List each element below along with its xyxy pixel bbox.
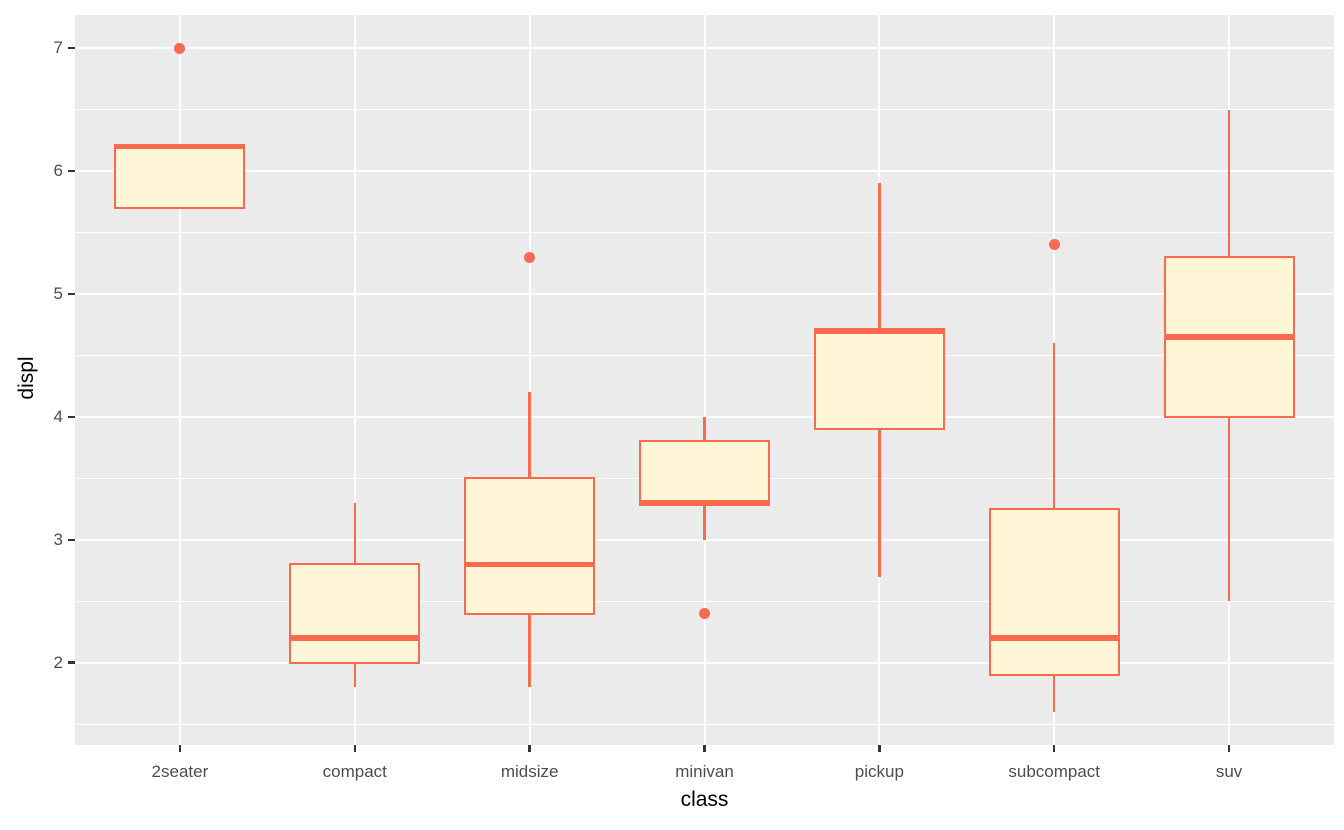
gridline-x-minivan <box>703 15 706 745</box>
whisker-lower-subcompact <box>1052 674 1056 712</box>
median-midsize <box>464 561 596 568</box>
median-minivan <box>639 500 770 506</box>
y-tick-mark <box>68 538 75 541</box>
whisker-lower-midsize <box>528 613 531 688</box>
y-tick-mark <box>68 46 75 50</box>
whisker-lower-suv <box>1227 416 1231 602</box>
whisker-lower-compact <box>353 662 357 688</box>
x-tick-label-pickup: pickup <box>854 762 904 781</box>
x-tick-label-subcompact: subcompact <box>1008 762 1101 781</box>
box-pickup <box>813 329 945 431</box>
outlier-dot-2seater <box>174 42 186 54</box>
x-tick-mark <box>528 745 531 752</box>
y-tick-mark <box>68 661 75 664</box>
y-tick-label: 5 <box>53 283 63 303</box>
outlier-dot-minivan <box>699 608 710 619</box>
x-tick-label-suv: suv <box>1215 762 1243 781</box>
median-compact <box>289 635 421 641</box>
median-subcompact <box>988 635 1120 641</box>
y-tick-label: 2 <box>53 652 63 672</box>
x-tick-mark <box>878 745 881 752</box>
y-tick-label: 4 <box>53 406 63 426</box>
x-tick-mark <box>353 745 357 752</box>
outlier-dot-midsize <box>524 251 536 263</box>
y-tick-label: 7 <box>53 38 63 58</box>
gridline-x-midsize <box>528 15 531 745</box>
box-midsize <box>464 477 596 615</box>
box-subcompact <box>988 507 1120 677</box>
whisker-upper-pickup <box>878 183 881 331</box>
x-tick-label-2seater: 2seater <box>151 762 209 781</box>
whisker-lower-pickup <box>878 429 881 577</box>
x-axis-title: class <box>680 788 729 811</box>
y-tick-label: 6 <box>53 161 63 181</box>
median-suv <box>1163 334 1295 340</box>
whisker-upper-minivan <box>703 416 706 442</box>
gridline-x-compact <box>353 15 356 745</box>
x-tick-mark <box>703 745 706 752</box>
median-2seater <box>114 143 246 150</box>
whisker-lower-minivan <box>703 502 706 540</box>
whisker-upper-subcompact <box>1052 343 1056 510</box>
y-tick-label: 3 <box>53 529 63 549</box>
x-tick-label-midsize: midsize <box>500 762 559 781</box>
box-compact <box>289 563 421 664</box>
box-2seater <box>114 145 246 210</box>
gridline-x-2seater <box>178 15 181 745</box>
whisker-upper-compact <box>353 502 357 565</box>
y-tick-mark <box>68 415 75 419</box>
outlier-dot-subcompact <box>1048 239 1060 251</box>
whisker-upper-suv <box>1227 109 1231 258</box>
x-tick-mark <box>178 745 182 752</box>
x-tick-mark <box>1052 745 1056 752</box>
x-tick-label-minivan: minivan <box>675 762 734 781</box>
whisker-upper-midsize <box>528 392 531 479</box>
median-pickup <box>813 328 945 334</box>
box-minivan <box>639 440 770 505</box>
y-tick-mark <box>68 169 75 173</box>
plot-panel <box>75 15 1334 745</box>
x-tick-label-compact: compact <box>322 762 387 781</box>
x-tick-mark <box>1227 745 1231 752</box>
y-tick-mark <box>68 292 75 296</box>
